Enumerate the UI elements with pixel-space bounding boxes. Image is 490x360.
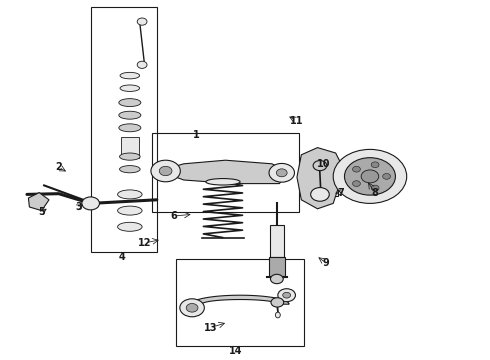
Text: 9: 9 [322, 258, 329, 268]
Circle shape [371, 185, 379, 191]
Circle shape [361, 170, 379, 183]
Bar [301, 158, 338, 196]
Circle shape [82, 197, 99, 210]
Text: 11: 11 [290, 116, 303, 126]
Circle shape [137, 18, 147, 25]
Text: 12: 12 [138, 238, 151, 248]
Circle shape [151, 160, 180, 182]
Circle shape [311, 188, 329, 201]
Circle shape [352, 181, 360, 186]
Text: 8: 8 [371, 188, 378, 198]
Text: 3: 3 [75, 202, 82, 212]
Circle shape [180, 299, 204, 317]
Ellipse shape [118, 222, 142, 231]
Bar [269, 257, 285, 277]
Circle shape [137, 61, 147, 68]
Text: 14: 14 [229, 346, 243, 356]
Ellipse shape [206, 179, 240, 185]
Ellipse shape [120, 166, 140, 173]
Circle shape [159, 166, 172, 176]
Circle shape [313, 161, 327, 171]
Circle shape [269, 163, 294, 182]
Ellipse shape [120, 153, 140, 160]
Text: 1: 1 [193, 130, 199, 140]
Text: 7: 7 [337, 188, 344, 198]
Bar [152, 133, 299, 212]
Ellipse shape [119, 99, 141, 107]
Text: 6: 6 [171, 211, 177, 221]
Text: 2: 2 [55, 162, 62, 172]
Ellipse shape [120, 72, 140, 79]
Circle shape [352, 166, 360, 172]
Text: 5: 5 [38, 207, 45, 217]
Circle shape [271, 298, 284, 307]
Text: 13: 13 [204, 323, 218, 333]
Ellipse shape [120, 85, 140, 91]
Circle shape [276, 169, 287, 177]
Bar [121, 137, 139, 158]
Ellipse shape [275, 312, 280, 318]
Circle shape [371, 162, 379, 168]
Polygon shape [297, 148, 342, 209]
Polygon shape [28, 193, 49, 211]
Ellipse shape [118, 206, 142, 215]
Circle shape [270, 274, 283, 284]
Ellipse shape [119, 124, 141, 132]
Polygon shape [159, 160, 289, 184]
Text: 4: 4 [118, 252, 125, 262]
Ellipse shape [119, 111, 141, 119]
Circle shape [344, 158, 395, 195]
Circle shape [278, 289, 295, 302]
Circle shape [333, 149, 407, 203]
Circle shape [283, 292, 291, 298]
Text: 10: 10 [317, 159, 330, 169]
Bar [176, 259, 304, 346]
Circle shape [383, 174, 391, 179]
Polygon shape [191, 295, 289, 304]
Circle shape [186, 303, 198, 312]
Ellipse shape [118, 190, 142, 199]
Bar [270, 225, 284, 257]
Bar [91, 7, 157, 252]
